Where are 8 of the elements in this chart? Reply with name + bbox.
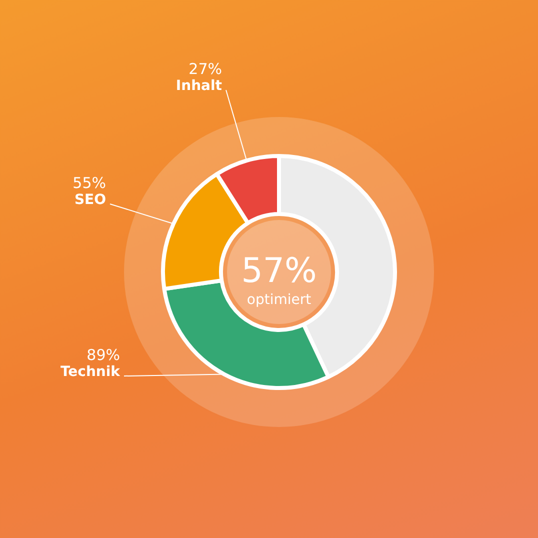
data-label: 55% [72, 174, 106, 192]
data-label: 89% [86, 346, 120, 364]
slice-label: Inhalt [176, 78, 222, 94]
slice-label: SEO [74, 192, 106, 208]
slice-label: Technik [60, 364, 121, 380]
text: 57% [241, 251, 317, 291]
text: optimiert [246, 292, 312, 308]
data-label: 27% [188, 60, 222, 78]
